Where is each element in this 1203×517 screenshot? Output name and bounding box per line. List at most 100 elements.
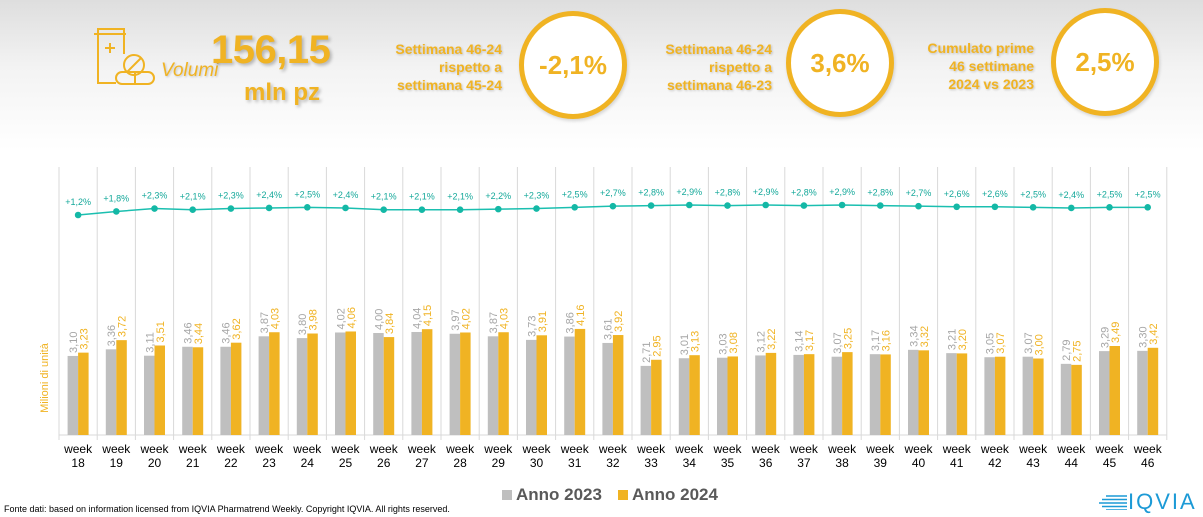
data-source-note: Fonte dati: based on information license… bbox=[4, 504, 450, 514]
cumulative-growth-label: +2,5% bbox=[562, 189, 588, 199]
bar-label-2024: 3,91 bbox=[537, 311, 549, 332]
bar-2024 bbox=[154, 345, 165, 435]
bar-2023 bbox=[487, 336, 499, 435]
bar-label-2024: 3,22 bbox=[766, 328, 778, 349]
cumulative-growth-point bbox=[571, 204, 578, 211]
cumulative-growth-label: +2,7% bbox=[906, 188, 932, 198]
bar-label-2024: 4,06 bbox=[346, 307, 358, 328]
bar-label-2024: 3,07 bbox=[995, 332, 1007, 353]
cumulative-growth-label: +2,3% bbox=[142, 191, 168, 201]
x-tick-label-week: week bbox=[101, 442, 131, 456]
bar-2024 bbox=[727, 356, 738, 435]
x-tick-label-number: 18 bbox=[71, 456, 85, 470]
bar-2023 bbox=[678, 358, 690, 435]
bar-2024 bbox=[1147, 347, 1159, 435]
bar-label-2024: 3,08 bbox=[728, 332, 740, 353]
legend-label-2024: Anno 2024 bbox=[631, 485, 718, 504]
cumulative-growth-point bbox=[609, 202, 617, 210]
bar-label-2024: 3,72 bbox=[117, 316, 129, 337]
cumulative-growth-point bbox=[495, 205, 502, 213]
cumulative-growth-point bbox=[304, 204, 311, 211]
cumulative-growth-point bbox=[991, 203, 999, 211]
x-tick-label-number: 31 bbox=[568, 456, 582, 470]
bar-label-2024: 3,32 bbox=[919, 326, 931, 347]
cumulative-growth-label: +2,8% bbox=[867, 188, 893, 198]
cumulative-growth-point bbox=[762, 201, 769, 209]
bar-label-2023: 3,29 bbox=[1099, 327, 1111, 348]
x-tick-label-week: week bbox=[445, 442, 475, 456]
kpi-text-line: 2024 vs 2023 bbox=[948, 76, 1034, 92]
cumulative-growth-point bbox=[915, 202, 922, 210]
bar-2023 bbox=[640, 365, 652, 435]
bar-2024 bbox=[956, 353, 968, 435]
bar-label-2024: 3,49 bbox=[1110, 322, 1122, 343]
bar-2023 bbox=[335, 332, 346, 435]
bar-label-2024: 4,15 bbox=[422, 305, 434, 326]
x-tick-label-week: week bbox=[980, 442, 1010, 456]
cumulative-growth-label: +2,9% bbox=[829, 187, 855, 197]
legend-item-2024: Anno 2024 bbox=[617, 485, 718, 505]
kpi-text-line: 46 settimane bbox=[949, 58, 1034, 74]
x-tick-label-number: 30 bbox=[530, 456, 544, 470]
bar-2024 bbox=[78, 352, 89, 435]
x-tick-label-number: 32 bbox=[606, 456, 620, 470]
cumulative-growth-label: +2,4% bbox=[1058, 190, 1084, 200]
bar-label-2023: 3,11 bbox=[144, 332, 156, 353]
bar-2024 bbox=[116, 340, 127, 435]
x-tick-label-number: 27 bbox=[415, 456, 429, 470]
cumulative-growth-label: +2,9% bbox=[676, 187, 702, 197]
kpi-weekly-text: Settimana 46-24 rispetto a settimana 45-… bbox=[380, 40, 502, 94]
bar-2023 bbox=[984, 357, 995, 435]
bar-2023 bbox=[602, 342, 613, 435]
kpi-text-line: settimana 46-23 bbox=[666, 77, 772, 93]
cumulative-growth-point bbox=[74, 211, 82, 219]
x-tick-label-week: week bbox=[674, 442, 704, 456]
bar-label-2023: 3,05 bbox=[985, 333, 997, 354]
chart-legend: Anno 2023 Anno 2024 bbox=[502, 485, 718, 505]
bar-label-2024: 4,02 bbox=[460, 308, 472, 329]
cumulative-growth-point bbox=[418, 206, 426, 214]
x-tick-label-week: week bbox=[521, 442, 551, 456]
bar-label-2024: 3,23 bbox=[78, 328, 90, 349]
cumulative-growth-point bbox=[456, 206, 464, 214]
bar-2023 bbox=[182, 346, 193, 435]
bar-label-2023: 3,10 bbox=[68, 332, 80, 353]
x-tick-label-number: 38 bbox=[835, 456, 849, 470]
cumulative-growth-point bbox=[380, 206, 388, 214]
cumulative-growth-point bbox=[1106, 204, 1113, 211]
bar-2024 bbox=[765, 352, 777, 435]
bar-label-2023: 3,73 bbox=[526, 315, 538, 336]
cumulative-growth-point bbox=[1144, 204, 1151, 211]
cumulative-growth-label: +2,5% bbox=[1135, 189, 1161, 199]
bar-2024 bbox=[498, 332, 509, 435]
bar-label-2023: 3,14 bbox=[794, 331, 806, 352]
legend-item-2023: Anno 2023 bbox=[502, 485, 602, 505]
x-tick-label-number: 41 bbox=[950, 456, 964, 470]
bar-2023 bbox=[1060, 363, 1072, 435]
x-tick-label-number: 37 bbox=[797, 456, 811, 470]
bar-2023 bbox=[296, 338, 308, 435]
legend-swatch-2024 bbox=[617, 490, 628, 500]
x-tick-label-number: 36 bbox=[759, 456, 773, 470]
cumulative-growth-point bbox=[877, 202, 884, 209]
bar-2024 bbox=[460, 332, 471, 435]
cumulative-growth-point bbox=[1068, 204, 1075, 212]
kpi-cumulative-text: Cumulato prime 46 settimane 2024 vs 2023 bbox=[910, 39, 1034, 93]
x-tick-label-week: week bbox=[560, 442, 590, 456]
y-axis-label: Milioni di unità bbox=[39, 343, 51, 413]
iqvia-logo-lines-icon bbox=[1099, 495, 1127, 510]
x-tick-label-week: week bbox=[827, 442, 857, 456]
bar-2024 bbox=[994, 356, 1006, 435]
bar-2024 bbox=[230, 342, 242, 435]
cumulative-growth-label: +2,5% bbox=[1097, 189, 1123, 199]
x-tick-label-week: week bbox=[1018, 442, 1048, 456]
cumulative-growth-label: +2,1% bbox=[409, 192, 435, 202]
cumulative-growth-label: +2,6% bbox=[944, 189, 970, 199]
bar-label-2023: 3,12 bbox=[755, 331, 767, 352]
cumulative-growth-point bbox=[227, 205, 235, 212]
cumulative-growth-point bbox=[838, 201, 846, 209]
kpi-yoy-value: 3,6% bbox=[786, 9, 894, 117]
bar-2023 bbox=[373, 333, 384, 435]
bar-label-2024: 4,03 bbox=[269, 308, 281, 329]
